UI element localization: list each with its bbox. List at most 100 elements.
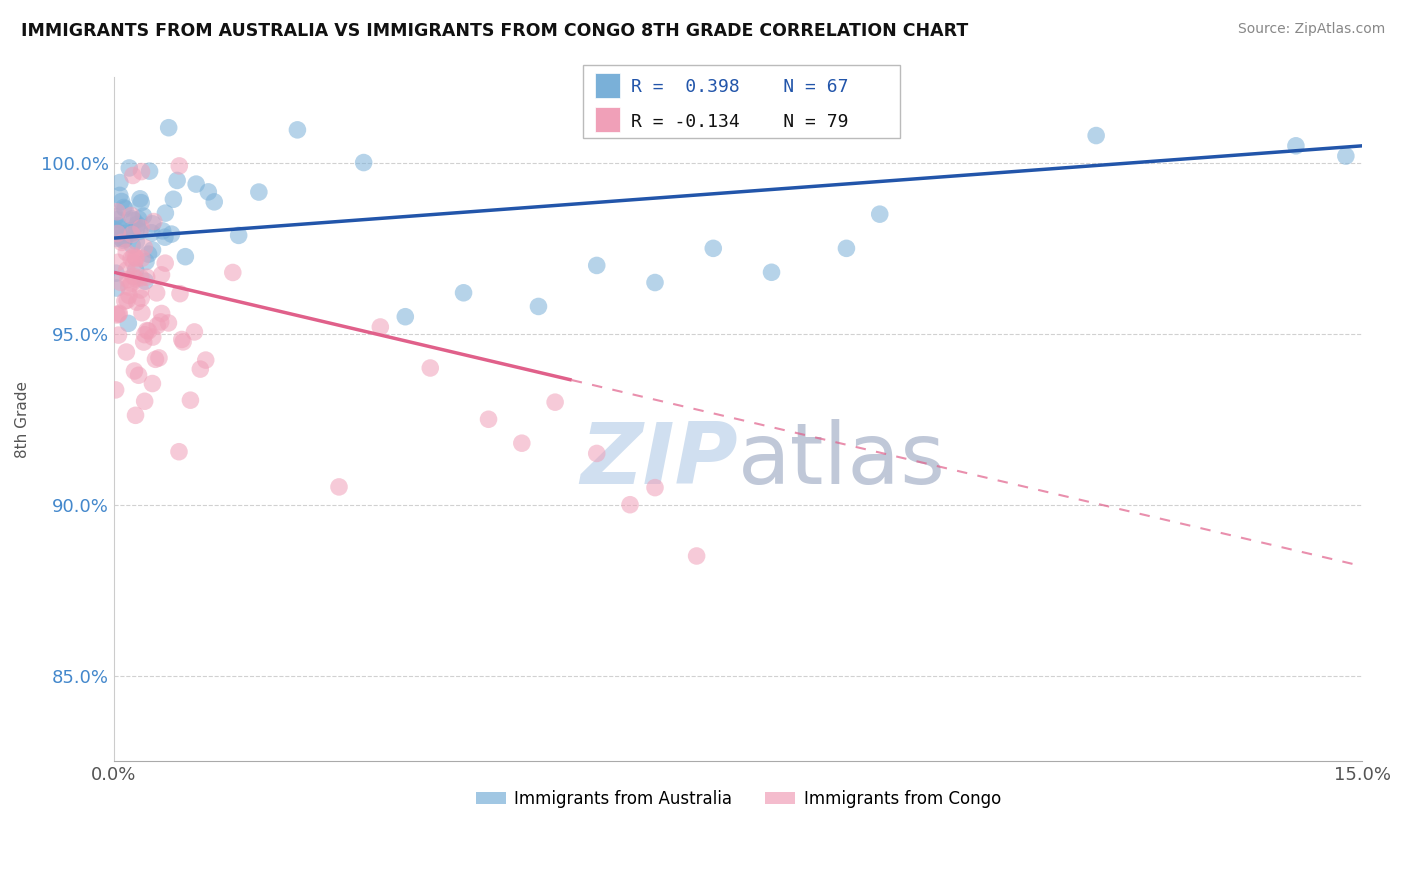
Point — [685, 549, 707, 563]
Point — [132, 334, 155, 349]
Point — [122, 256, 145, 270]
Point — [122, 169, 145, 183]
Point — [105, 212, 128, 227]
Point — [129, 220, 152, 235]
Point — [117, 317, 139, 331]
Point — [107, 307, 129, 321]
Point — [110, 194, 132, 209]
Text: IMMIGRANTS FROM AUSTRALIA VS IMMIGRANTS FROM CONGO 8TH GRADE CORRELATION CHART: IMMIGRANTS FROM AUSTRALIA VS IMMIGRANTS … — [21, 22, 969, 40]
Point — [138, 324, 160, 338]
Text: Source: ZipAtlas.com: Source: ZipAtlas.com — [1237, 22, 1385, 37]
Text: R = -0.134    N = 79: R = -0.134 N = 79 — [631, 113, 849, 131]
Point — [107, 227, 129, 241]
Point — [142, 330, 165, 344]
Point — [105, 281, 128, 295]
Point — [222, 265, 245, 279]
Point — [128, 224, 150, 238]
Point — [134, 327, 156, 342]
Point — [107, 219, 129, 233]
Text: atlas: atlas — [738, 418, 946, 502]
Point — [644, 481, 666, 495]
Point — [141, 376, 163, 391]
Point — [148, 351, 170, 365]
Point — [160, 227, 183, 241]
Point — [121, 238, 143, 252]
Point — [152, 224, 174, 238]
Point — [370, 320, 392, 334]
Point — [108, 306, 131, 320]
Point — [179, 393, 201, 408]
Point — [121, 277, 143, 291]
Point — [122, 213, 145, 227]
Point — [122, 269, 145, 284]
Point — [145, 285, 167, 300]
Point — [169, 286, 191, 301]
Point — [644, 276, 666, 290]
Point — [145, 352, 167, 367]
Point — [510, 436, 533, 450]
Point — [107, 328, 129, 343]
Point — [138, 164, 160, 178]
Point — [134, 274, 156, 288]
Point — [202, 194, 225, 209]
Point — [125, 222, 148, 236]
Point — [104, 210, 127, 224]
Point — [124, 409, 146, 423]
Point — [134, 240, 156, 254]
Point — [134, 394, 156, 409]
Point — [121, 227, 143, 242]
Point — [167, 444, 190, 458]
Point — [104, 223, 127, 237]
Point — [124, 251, 146, 265]
Point — [149, 315, 172, 329]
Point — [105, 308, 128, 322]
Point — [114, 294, 136, 309]
Point — [197, 185, 219, 199]
Point — [122, 249, 145, 263]
Point — [115, 345, 138, 359]
Point — [153, 230, 176, 244]
Point — [120, 252, 142, 266]
Point — [131, 306, 153, 320]
Point — [125, 295, 148, 310]
Point — [453, 285, 475, 300]
Point — [166, 173, 188, 187]
Point — [128, 212, 150, 227]
Point — [118, 280, 141, 294]
Point — [287, 123, 309, 137]
Point — [183, 325, 205, 339]
Point — [114, 202, 136, 216]
Point — [105, 204, 128, 219]
Point — [121, 211, 143, 226]
Point — [129, 270, 152, 285]
Point — [146, 318, 169, 333]
Point — [619, 498, 641, 512]
Point — [115, 245, 138, 260]
Point — [135, 270, 157, 285]
Point — [247, 185, 270, 199]
Point — [108, 188, 131, 202]
Point — [155, 206, 177, 220]
Point — [124, 263, 146, 277]
Point — [118, 161, 141, 175]
Point — [835, 241, 858, 255]
Point — [162, 192, 184, 206]
Point — [125, 252, 148, 266]
Text: R =  0.398    N = 67: R = 0.398 N = 67 — [631, 78, 849, 96]
Point — [118, 288, 141, 302]
Point — [108, 176, 131, 190]
Point — [1085, 128, 1108, 143]
Point — [702, 241, 724, 255]
Point — [188, 362, 211, 376]
Point — [129, 192, 152, 206]
Point — [125, 272, 148, 286]
Point — [129, 291, 152, 305]
Point — [114, 227, 136, 241]
Point — [761, 265, 783, 279]
Point — [124, 364, 146, 378]
Point — [142, 214, 165, 228]
Point — [136, 324, 159, 338]
Point — [169, 159, 191, 173]
Point — [104, 266, 127, 280]
Point — [120, 209, 142, 223]
